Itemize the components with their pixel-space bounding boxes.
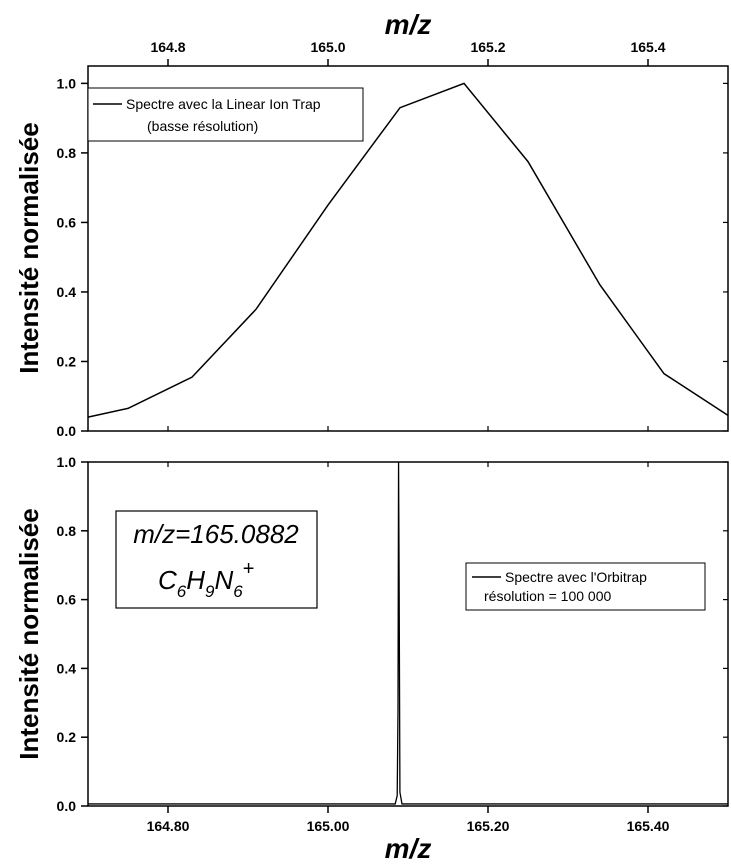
top-y-tick-label: 1.0: [57, 75, 77, 91]
bottom-y-tick-label: 1.0: [57, 454, 77, 470]
top-x-axis-ticks: 164.8 165.0 165.2 165.4: [150, 39, 666, 431]
top-x-tick-label: 165.0: [310, 39, 345, 55]
top-y-tick-label: 0.6: [57, 214, 77, 230]
bottom-x-tick-label: 165.40: [627, 818, 670, 834]
bottom-x-axis-title: m/z: [385, 833, 432, 864]
formula-annotation: m/z=165.0882 C6H9N6+: [115, 510, 318, 609]
top-legend-sublabel: (basse résolution): [147, 118, 258, 134]
top-y-tick-label: 0.8: [57, 145, 77, 161]
mass-annotation: m/z=165.0882: [133, 519, 299, 549]
bottom-legend-label: Spectre avec l'Orbitrap: [505, 569, 647, 585]
top-legend: Spectre avec la Linear Ion Trap (basse r…: [87, 87, 364, 142]
top-y-axis-title: Intensité normalisée: [14, 122, 44, 373]
top-plot-frame: [87, 65, 729, 432]
bottom-y-tick-label: 0.4: [57, 660, 77, 676]
top-x-tick-label: 164.8: [150, 39, 185, 55]
top-spectrum-line: [87, 82, 729, 418]
top-x-tick-label: 165.2: [470, 39, 505, 55]
top-x-tick-label: 165.4: [630, 39, 665, 55]
top-y-tick-label: 0.4: [57, 284, 77, 300]
bottom-x-axis-ticks: 164.80 165.00 165.20 165.40: [147, 462, 670, 834]
bottom-y-axis-ticks: 0.0 0.2 0.4 0.6 0.8 1.0: [57, 454, 728, 814]
bottom-x-tick-label: 164.80: [147, 818, 190, 834]
top-legend-label: Spectre avec la Linear Ion Trap: [126, 96, 321, 112]
top-y-axis-ticks: 0.0 0.2 0.4 0.6 0.8 1.0: [57, 75, 728, 439]
bottom-x-tick-label: 165.00: [307, 818, 350, 834]
bottom-y-tick-label: 0.2: [57, 729, 77, 745]
bottom-y-tick-label: 0.0: [57, 798, 77, 814]
bottom-y-tick-label: 0.6: [57, 592, 77, 608]
formula-annotation-box: [115, 510, 318, 609]
bottom-spectrum-line: [88, 461, 728, 805]
bottom-y-tick-label: 0.8: [57, 523, 77, 539]
bottom-legend: Spectre avec l'Orbitrap résolution = 100…: [465, 562, 706, 611]
bottom-legend-box: [465, 562, 706, 611]
top-y-tick-label: 0.2: [57, 353, 77, 369]
top-legend-box: [87, 87, 364, 142]
top-x-axis-title: m/z: [385, 9, 432, 40]
top-y-tick-label: 0.0: [57, 423, 77, 439]
bottom-plot-frame: [87, 461, 729, 807]
top-spectrum-panel: 164.8 165.0 165.2 165.4 0.00.20.40.60.81.0 …: [14, 39, 729, 439]
bottom-spectrum-panel: 164.80 165.00 165.20 165.40 0.0 0.2 0.4 0.6 0.8…: [14, 454, 729, 834]
bottom-legend-sublabel: résolution = 100 000: [484, 588, 611, 604]
bottom-x-tick-label: 165.20: [467, 818, 510, 834]
bottom-y-axis-title: Intensité normalisée: [14, 508, 44, 759]
formula-label: C6H9N6+: [158, 558, 254, 601]
